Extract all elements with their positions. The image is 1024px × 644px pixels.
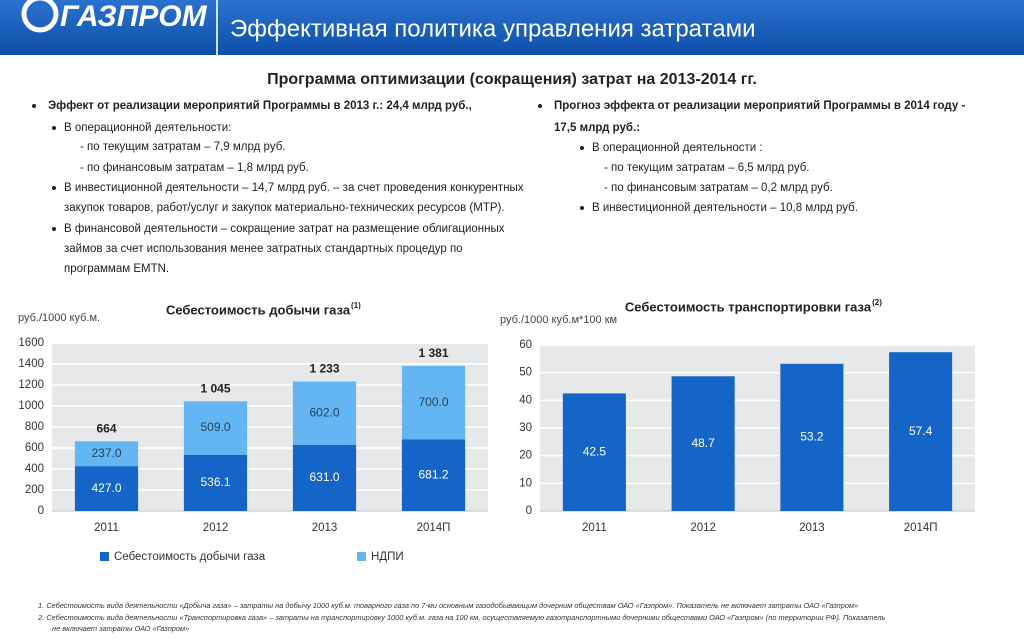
y-tick-label: 40 xyxy=(519,394,532,406)
y-tick-label: 10 xyxy=(519,477,532,489)
x-tick-label: 2013 xyxy=(799,522,825,534)
bullet xyxy=(580,206,584,210)
chart-title-note: (1) xyxy=(351,301,361,310)
value-label: 602.0 xyxy=(309,405,339,419)
chart-title: Себестоимость добычи газа xyxy=(166,302,351,317)
bar xyxy=(889,352,953,511)
bullet-text: В операционной деятельности : xyxy=(592,142,763,154)
bar xyxy=(74,441,139,467)
bullet-text: - по финансовым затратам – 0,2 млрд руб. xyxy=(604,182,833,194)
bullet-text: В инвестиционной деятельности – 10,8 млр… xyxy=(592,202,858,214)
legend-swatch xyxy=(357,552,366,561)
x-tick-label: 2012 xyxy=(203,522,229,534)
footnote: 2. Себестоимость вида деятельности «Тран… xyxy=(37,613,885,622)
y-tick-label: 20 xyxy=(519,450,532,462)
value-label: 427.0 xyxy=(91,481,121,495)
bullet-text: Прогноз эффекта от реализации мероприяти… xyxy=(554,100,965,112)
bullet-text: программам EMTN. xyxy=(64,263,169,275)
legend-swatch xyxy=(100,552,109,561)
bullet xyxy=(580,146,584,150)
bar xyxy=(292,444,357,511)
x-tick-label: 2014П xyxy=(417,522,451,534)
bar xyxy=(183,454,248,511)
x-tick-label: 2013 xyxy=(312,522,338,534)
bullet-text: - по текущим затратам – 6,5 млрд руб. xyxy=(604,162,809,174)
total-label: 1 381 xyxy=(418,346,448,360)
y-tick-label: 1400 xyxy=(18,358,44,370)
value-label: 536.1 xyxy=(200,475,230,489)
bar xyxy=(562,393,626,511)
bullet-text: - по финансовым затратам – 1,8 млрд руб. xyxy=(80,162,309,174)
program-title: Программа оптимизации (сокращения) затра… xyxy=(267,71,757,88)
bullet xyxy=(538,104,542,108)
bar xyxy=(401,439,466,511)
bullet xyxy=(52,126,56,130)
y-tick-label: 200 xyxy=(25,484,44,496)
bullet-text: В инвестиционной деятельности – 14,7 млр… xyxy=(64,182,524,194)
left-text: Эффект от реализации мероприятий Програм… xyxy=(32,100,524,275)
value-label: 631.0 xyxy=(309,470,339,484)
bullet-text: В операционной деятельности: xyxy=(64,122,231,134)
y-tick-label: 0 xyxy=(526,505,532,517)
bullet xyxy=(52,186,56,190)
legend-label: НДПИ xyxy=(371,551,404,563)
header-title: Эффективная политика управления затратам… xyxy=(230,15,755,42)
logo-mark xyxy=(21,0,59,33)
total-label: 1 045 xyxy=(200,381,230,395)
bullet xyxy=(52,227,56,231)
y-tick-label: 600 xyxy=(25,442,44,454)
x-tick-label: 2011 xyxy=(582,522,607,534)
bullet-text: 17,5 млрд руб.: xyxy=(554,122,640,134)
footnote: не включает затраты ОАО «Газпром» xyxy=(52,624,189,633)
y-tick-label: 0 xyxy=(38,505,44,517)
total-label: 1 233 xyxy=(309,362,339,376)
y-tick-label: 400 xyxy=(25,463,44,475)
bullet xyxy=(32,104,36,108)
legend-label: Себестоимость добычи газа xyxy=(114,551,266,563)
total-label: 664 xyxy=(96,421,116,435)
bar xyxy=(183,401,248,455)
bar xyxy=(780,363,844,511)
footnote: 1. Себестоимость вида деятельности «Добы… xyxy=(38,601,858,610)
bullet-text: - по текущим затратам – 7,9 млрд руб. xyxy=(80,141,285,153)
bullet-text: закупок товаров, работ/услуг и закупок м… xyxy=(64,202,505,214)
x-tick-label: 2014П xyxy=(904,522,938,534)
value-label: 681.2 xyxy=(418,467,448,481)
value-label: 700.0 xyxy=(418,395,448,409)
y-tick-label: 1200 xyxy=(18,379,44,391)
x-tick-label: 2012 xyxy=(690,522,716,534)
y-tick-label: 800 xyxy=(25,421,44,433)
value-label: 42.5 xyxy=(583,444,607,458)
chart-title-note: (2) xyxy=(872,298,882,307)
value-label: 53.2 xyxy=(800,430,824,444)
value-label: 237.0 xyxy=(91,446,121,460)
y-axis-label: руб./1000 куб.м*100 км xyxy=(500,314,617,326)
right-text: Прогноз эффекта от реализации мероприяти… xyxy=(538,100,965,214)
bar xyxy=(292,381,357,445)
value-label: 57.4 xyxy=(909,424,933,438)
bar xyxy=(74,466,139,511)
header-band xyxy=(0,0,1024,55)
bullet-text: займов за счет использования менее затра… xyxy=(64,243,463,255)
logo-text: ГАЗПРОМ xyxy=(60,0,208,33)
value-label: 509.0 xyxy=(200,420,230,434)
bullet-text: В финансовой деятельности – сокращение з… xyxy=(64,223,505,235)
value-label: 48.7 xyxy=(691,436,715,450)
bar xyxy=(671,376,735,511)
y-tick-label: 60 xyxy=(519,339,532,351)
x-tick-label: 2011 xyxy=(94,522,119,534)
bullet-text: Эффект от реализации мероприятий Програм… xyxy=(48,100,472,112)
y-tick-label: 30 xyxy=(519,422,532,434)
bar xyxy=(401,365,466,440)
y-tick-label: 50 xyxy=(519,367,532,379)
y-tick-label: 1600 xyxy=(18,337,44,349)
y-tick-label: 1000 xyxy=(18,400,44,412)
y-axis-label: руб./1000 куб.м. xyxy=(18,312,100,324)
chart-title: Себестоимость транспортировки газа xyxy=(625,299,872,314)
